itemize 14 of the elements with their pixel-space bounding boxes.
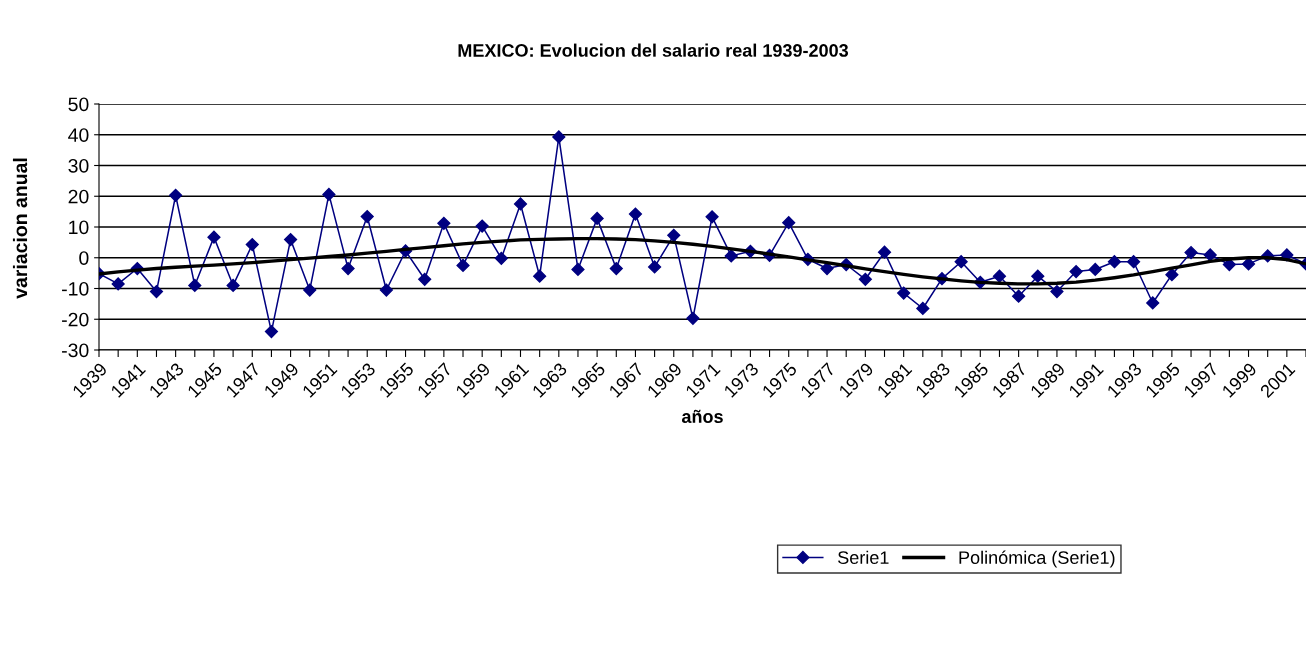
y-tick-label: -10 [62, 281, 89, 296]
y-tick-label: 50 [68, 97, 89, 112]
chart-title: MEXICO: Evolucion del salario real 1939-2003 [458, 43, 849, 57]
y-tick-label: 30 [68, 158, 89, 173]
y-tick-label: 0 [79, 251, 89, 265]
y-tick-label: 40 [68, 128, 89, 142]
y-axis-title: variacion anual [12, 158, 28, 299]
x-axis-title: años [681, 409, 723, 424]
legend-label: Polinómica (Serie1) [959, 550, 1115, 568]
y-tick-label: 10 [69, 220, 89, 235]
y-tick-label: -20 [62, 312, 89, 327]
y-tick-label: 20 [68, 189, 89, 204]
y-tick-label: -30 [62, 343, 89, 358]
legend-label: Serie1 [838, 550, 889, 564]
